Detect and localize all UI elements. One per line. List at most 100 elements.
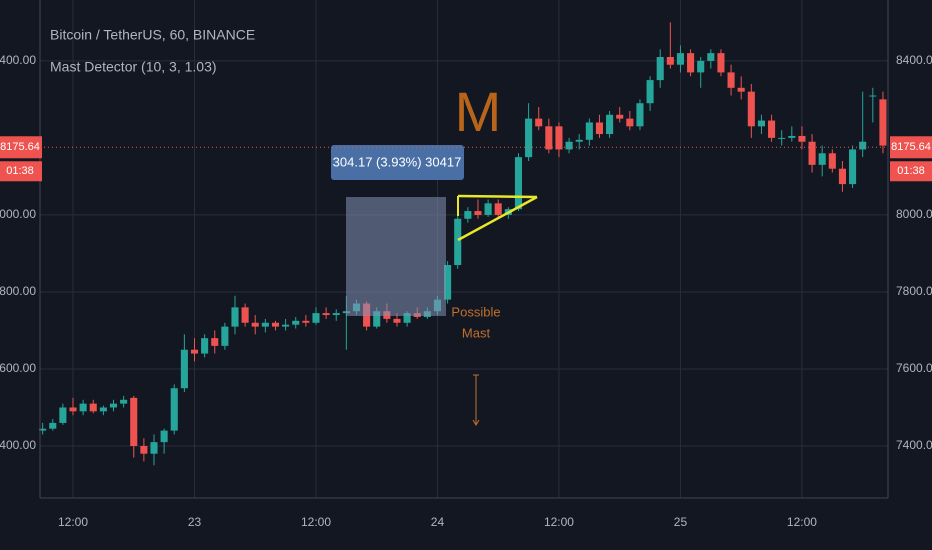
candle-body bbox=[545, 126, 553, 150]
candle-body bbox=[261, 322, 269, 327]
candle-body bbox=[687, 53, 695, 73]
candle-body bbox=[282, 324, 290, 327]
mast-letter: M bbox=[455, 80, 502, 143]
candle-body bbox=[271, 322, 280, 327]
candle-body bbox=[646, 80, 654, 104]
triangle-bottom bbox=[457, 195, 538, 242]
y-tick-label: 7600.00 bbox=[0, 361, 36, 375]
countdown-tag bbox=[890, 161, 932, 182]
candle-body bbox=[565, 141, 573, 150]
candle-body bbox=[636, 103, 644, 127]
x-tick-label: 12:00 bbox=[544, 515, 574, 529]
candle-body bbox=[747, 91, 755, 127]
candle-body bbox=[69, 407, 77, 412]
x-tick-label: 12:00 bbox=[787, 515, 817, 529]
candle-body bbox=[322, 313, 330, 316]
candle-body bbox=[869, 95, 877, 97]
candle-body bbox=[403, 313, 411, 323]
x-tick-label: 23 bbox=[188, 515, 202, 529]
candle-body bbox=[160, 430, 168, 443]
chart-title: Bitcoin / TetherUS, 60, BINANCE bbox=[50, 27, 255, 43]
candle-body bbox=[332, 313, 340, 316]
candle-body bbox=[292, 320, 300, 325]
candle-body bbox=[251, 322, 259, 327]
candle-body bbox=[444, 264, 452, 300]
candle-body bbox=[231, 307, 239, 327]
candle-body bbox=[788, 135, 796, 138]
candle-body bbox=[676, 53, 684, 65]
candle-body bbox=[211, 338, 219, 346]
candle-body bbox=[89, 403, 97, 412]
candle-body bbox=[180, 349, 188, 389]
triangle-top bbox=[457, 194, 538, 199]
y-tick-label: 8000.00 bbox=[0, 207, 36, 221]
candle-body bbox=[818, 153, 826, 165]
grid bbox=[40, 0, 888, 498]
candle-body bbox=[130, 397, 138, 447]
candle-body bbox=[838, 168, 846, 185]
price-tag bbox=[890, 136, 932, 159]
candle-body bbox=[616, 114, 624, 119]
x-tick-label: 25 bbox=[674, 515, 688, 529]
mast-arrow bbox=[472, 419, 480, 426]
candle-body bbox=[484, 203, 492, 215]
candle-body bbox=[535, 118, 543, 127]
countdown-tag bbox=[0, 161, 42, 182]
candle-body bbox=[221, 326, 229, 346]
candle-body bbox=[525, 118, 533, 158]
candle-body bbox=[697, 60, 705, 73]
y-tick-label: 8400.00 bbox=[0, 53, 36, 67]
candle-body bbox=[59, 407, 67, 423]
candle-body bbox=[39, 428, 47, 431]
x-tick-label: 12:00 bbox=[301, 515, 331, 529]
price-tag bbox=[0, 136, 42, 159]
candle-body bbox=[585, 122, 593, 140]
candle-body bbox=[494, 203, 502, 215]
measure-label-box bbox=[331, 145, 464, 180]
candle-body bbox=[768, 120, 776, 138]
candle-body bbox=[373, 311, 381, 327]
y-tick-label: 8000.00 bbox=[896, 207, 932, 221]
x-tick-label: 24 bbox=[431, 515, 445, 529]
candle-body bbox=[464, 211, 472, 219]
price-tag-label: 8175.64 bbox=[0, 141, 40, 153]
candle-body bbox=[393, 318, 401, 323]
candle-body bbox=[828, 153, 836, 169]
candle-body bbox=[190, 349, 199, 354]
candle-body bbox=[595, 122, 604, 135]
candle-body bbox=[606, 114, 614, 135]
candle-body bbox=[170, 388, 178, 431]
candle-body bbox=[120, 399, 128, 404]
candle-body bbox=[707, 53, 715, 61]
mast-text: Mast bbox=[462, 325, 491, 340]
candle-body bbox=[575, 139, 583, 142]
candle-body bbox=[109, 403, 118, 408]
candle-body bbox=[656, 57, 664, 81]
candle-body bbox=[79, 403, 87, 412]
candle-body bbox=[454, 218, 462, 265]
candle-body bbox=[474, 211, 482, 215]
candle-body bbox=[798, 135, 806, 142]
countdown-label: 01:38 bbox=[6, 165, 34, 177]
candle-body bbox=[717, 53, 725, 73]
indicator-name: Mast Detector (10, 3, 1.03) bbox=[50, 59, 217, 75]
candles bbox=[39, 22, 887, 466]
x-tick-label: 12:00 bbox=[58, 515, 88, 529]
candle-body bbox=[312, 313, 320, 323]
countdown-label: 01:38 bbox=[897, 165, 925, 177]
overlay: 304.17 (3.93%) 30417 M Possible Mast bbox=[331, 80, 538, 426]
candle-body bbox=[859, 141, 867, 150]
candle-body bbox=[626, 118, 634, 127]
y-tick-label: 7800.00 bbox=[0, 284, 36, 298]
candle-body bbox=[879, 99, 887, 146]
candle-body bbox=[302, 320, 310, 323]
y-tick-label: 7400.00 bbox=[0, 438, 36, 452]
candle-body bbox=[666, 57, 674, 65]
y-tick-label: 7400.00 bbox=[896, 438, 932, 452]
y-tick-label: 7800.00 bbox=[896, 284, 932, 298]
price-tag-label: 8175.64 bbox=[891, 141, 931, 153]
measure-box bbox=[346, 197, 446, 316]
candle-body bbox=[201, 338, 209, 354]
candle-body bbox=[150, 442, 158, 454]
